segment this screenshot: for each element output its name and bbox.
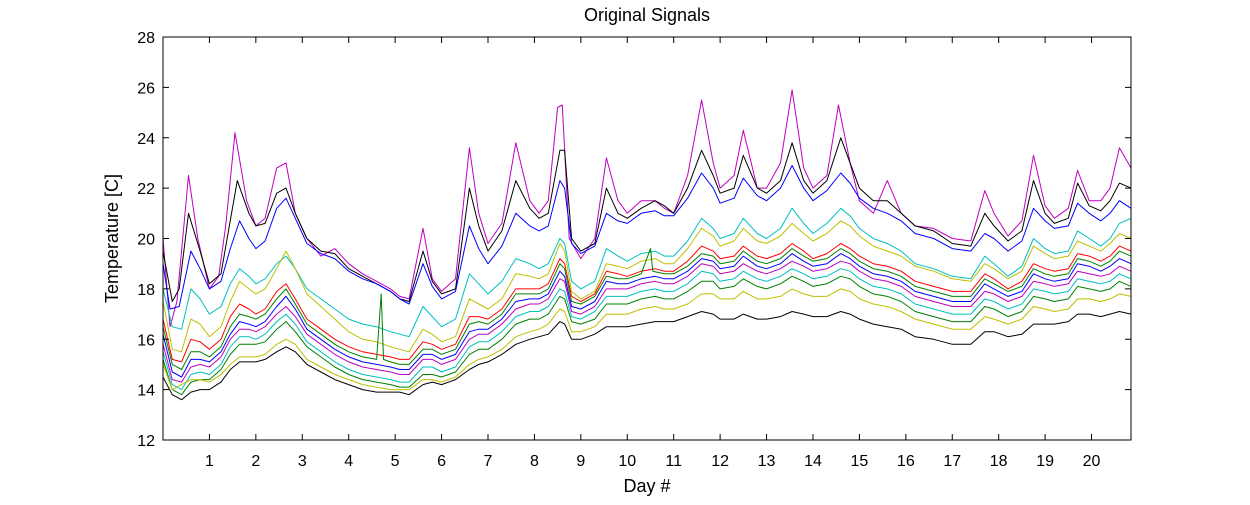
- x-tick-label: 8: [530, 453, 539, 470]
- y-axis-title: Temperature [C]: [102, 174, 122, 303]
- x-tick-label: 3: [298, 453, 307, 470]
- series-line-13: [162, 311, 1132, 401]
- x-tick-label: 5: [391, 453, 400, 470]
- x-tick-label: 19: [1036, 453, 1054, 470]
- x-tick-label: 13: [758, 453, 776, 470]
- x-tick-label: 4: [344, 453, 353, 470]
- chart-title: Original Signals: [584, 5, 710, 25]
- x-tick-label: 20: [1083, 453, 1101, 470]
- x-tick-label: 1: [205, 453, 214, 470]
- series-line-10: [162, 268, 1132, 391]
- axis-ticks: 1 2 3 4 5 6 7 8 9 10 11 12 13 14 15 16 17 18 19 20121416182…: [137, 30, 1131, 470]
- series-line-6: [162, 243, 1132, 363]
- series-line-12: [162, 288, 1132, 391]
- x-tick-label: 6: [437, 453, 446, 470]
- y-tick-label: 18: [137, 282, 155, 299]
- x-tick-label: 16: [897, 453, 915, 470]
- x-tick-label: 7: [484, 453, 493, 470]
- series-line-5: [162, 220, 1132, 353]
- x-tick-label: 17: [943, 453, 961, 470]
- x-tick-label: 10: [618, 453, 636, 470]
- series-line-11: [162, 275, 1132, 396]
- y-tick-label: 20: [137, 232, 155, 249]
- x-tick-label: 15: [851, 453, 869, 470]
- x-tick-label: 9: [576, 453, 585, 470]
- series-line-8: [162, 253, 1132, 378]
- y-tick-label: 28: [137, 30, 155, 47]
- y-tick-label: 14: [137, 383, 155, 400]
- y-tick-label: 22: [137, 181, 155, 198]
- y-tick-label: 12: [137, 433, 155, 450]
- y-tick-label: 26: [137, 80, 155, 97]
- x-tick-label: 2: [251, 453, 260, 470]
- series-line-2: [162, 137, 1132, 302]
- series-line-3: [162, 165, 1132, 310]
- y-tick-label: 24: [137, 131, 155, 148]
- x-axis-title: Day #: [623, 476, 670, 496]
- series-line-7: [162, 248, 1132, 370]
- x-tick-label: 11: [665, 453, 682, 470]
- x-tick-label: 12: [711, 453, 729, 470]
- y-tick-label: 16: [137, 332, 155, 349]
- x-tick-label: 18: [990, 453, 1008, 470]
- x-tick-label: 14: [804, 453, 822, 470]
- series-line-9: [162, 260, 1132, 383]
- series-layer: [162, 89, 1132, 401]
